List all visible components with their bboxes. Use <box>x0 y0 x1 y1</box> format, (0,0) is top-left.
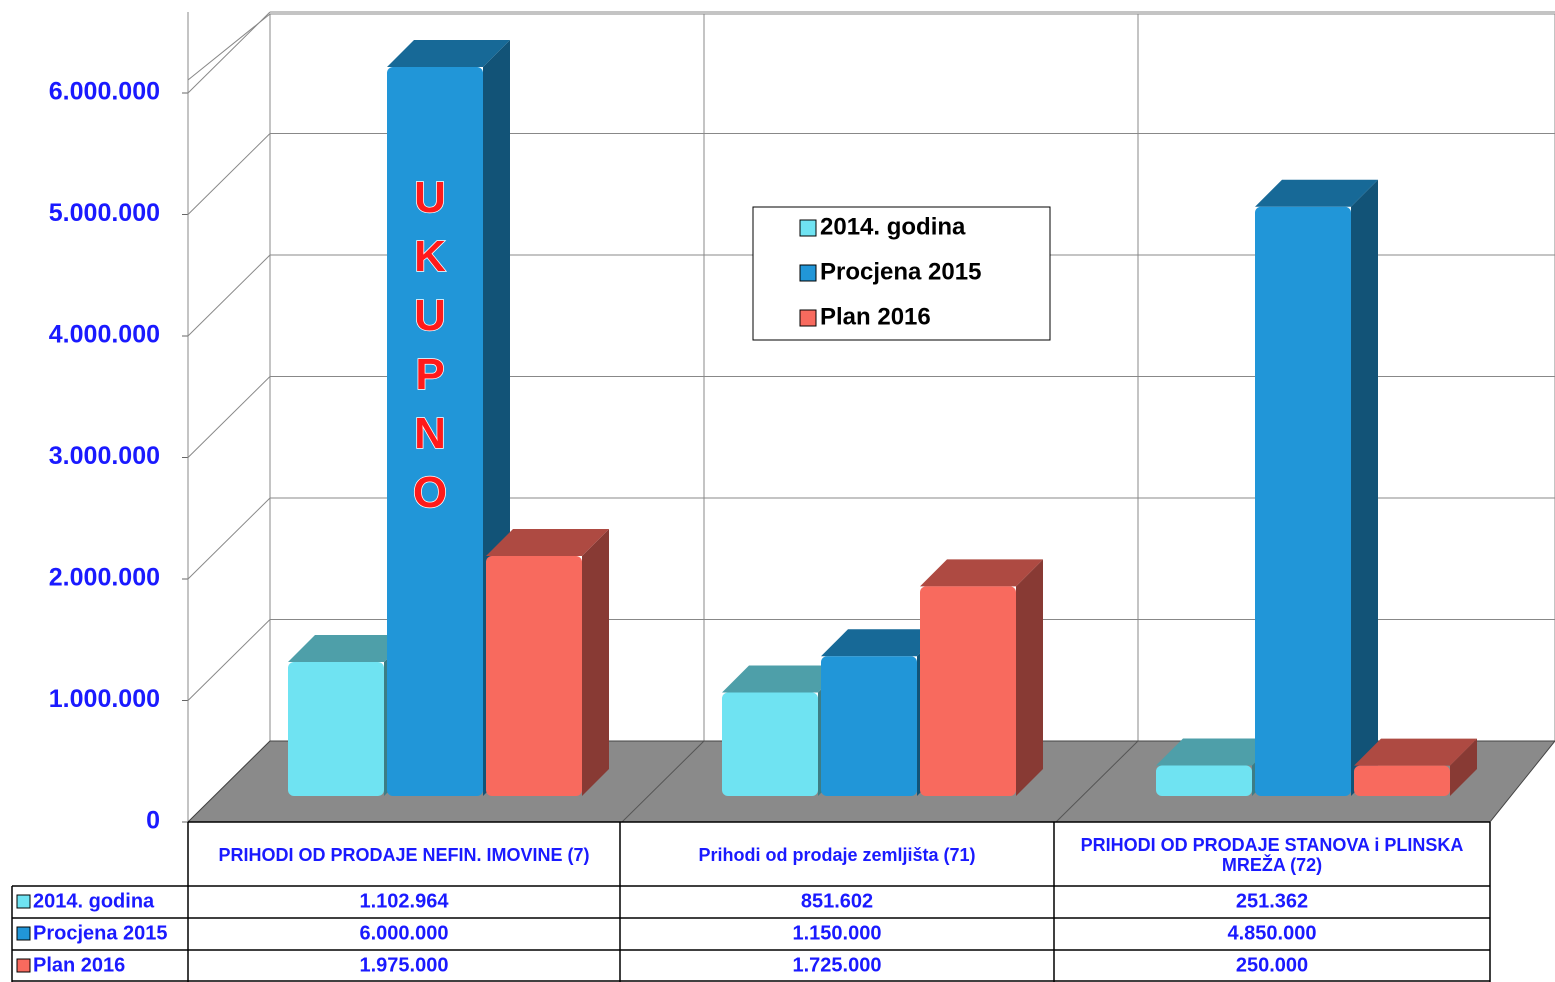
bar-front <box>486 556 582 796</box>
row-label: Procjena 2015 <box>33 922 168 944</box>
grid-line <box>187 254 271 337</box>
grid-line <box>187 497 271 580</box>
bar-front <box>288 661 384 796</box>
bar-top <box>821 629 944 657</box>
legend-key <box>799 219 817 237</box>
bar-front <box>1255 206 1351 797</box>
table-value: 1.150.000 <box>793 922 882 944</box>
category-label: PRIHODI OD PRODAJE STANOVA i PLINSKA MRE… <box>1080 835 1464 875</box>
table-value: 251.362 <box>1236 890 1308 912</box>
legend-key <box>799 309 817 327</box>
bar-front <box>387 67 483 796</box>
category-label: PRIHODI OD PRODAJE NEFIN. IMOVINE (7) <box>218 845 590 865</box>
legend-key <box>799 264 817 282</box>
table-value: 1.725.000 <box>793 954 882 976</box>
bar-front <box>1156 765 1252 796</box>
row-label: Plan 2016 <box>33 954 125 976</box>
y-tick-label: 4.000.000 <box>49 321 160 349</box>
bar-front <box>722 692 818 796</box>
row-label: 2014. godina <box>33 890 155 912</box>
bar-top <box>288 634 411 662</box>
bar <box>1255 179 1378 797</box>
legend-label: Procjena 2015 <box>820 258 981 285</box>
category-label-box: PRIHODI OD PRODAJE STANOVA i PLINSKA MRE… <box>1080 835 1464 875</box>
bar-front <box>1354 765 1450 796</box>
y-tick-label: 1.000.000 <box>49 685 160 713</box>
table-value: 1.975.000 <box>360 954 449 976</box>
category-label-box: PRIHODI OD PRODAJE NEFIN. IMOVINE (7) <box>218 845 590 865</box>
legend-label: Plan 2016 <box>820 303 931 330</box>
table-value: 1.102.964 <box>360 890 450 912</box>
floor-divider <box>621 740 705 823</box>
grid-line <box>187 619 271 701</box>
grid-line <box>187 133 271 215</box>
y-tick-label: 3.000.000 <box>49 442 160 470</box>
table-value: 6.000.000 <box>360 922 449 944</box>
bar-side <box>1351 179 1378 797</box>
bar-top <box>1255 179 1378 207</box>
table-value: 250.000 <box>1236 954 1308 976</box>
bar-side <box>1016 559 1043 796</box>
bar-front <box>920 586 1016 796</box>
y-tick-label: 2.000.000 <box>49 564 160 592</box>
bar-top <box>486 529 609 557</box>
grid-line <box>187 11 271 94</box>
bar-top <box>1354 738 1477 766</box>
row-key <box>16 894 31 909</box>
bar <box>486 529 609 796</box>
table-value: 4.850.000 <box>1228 922 1317 944</box>
y-tick-label: 5.000.000 <box>49 199 160 227</box>
annotation: UKUPNO <box>412 172 448 518</box>
bar-side <box>582 529 609 796</box>
row-key <box>16 958 31 973</box>
bar-top <box>387 40 510 67</box>
bar-front <box>821 656 917 796</box>
floor-divider <box>1055 740 1139 823</box>
row-key <box>16 926 31 941</box>
bar-top <box>920 559 1043 587</box>
bar <box>1354 738 1477 796</box>
category-label-box: Prihodi od prodaje zemljišta (71) <box>698 845 976 865</box>
y-tick-label: 0 <box>146 807 160 835</box>
category-label: Prihodi od prodaje zemljišta (71) <box>698 845 976 865</box>
grid-line <box>187 376 271 458</box>
bar <box>920 559 1043 796</box>
table-value: 851.602 <box>801 890 873 912</box>
legend-label: 2014. godina <box>820 213 966 240</box>
y-tick-label: 6.000.000 <box>49 78 160 106</box>
annotation-box: UKUPNO <box>412 172 448 518</box>
bar-top <box>722 665 845 693</box>
bar-top <box>1156 738 1279 766</box>
bar-side <box>1450 738 1477 796</box>
